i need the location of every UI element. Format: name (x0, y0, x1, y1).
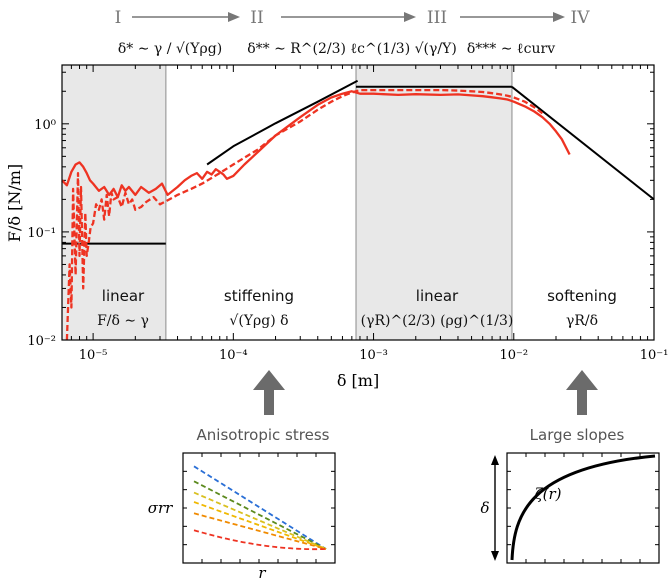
x-tick-label: 10⁻⁴ (219, 348, 248, 363)
y-tick-label: 10⁻² (27, 334, 56, 349)
stage-arrowhead-3 (553, 12, 565, 22)
up-arrow-right (566, 370, 598, 415)
region-title: linear (416, 287, 459, 305)
stress-profile-line (193, 491, 327, 550)
stress-profile-line (193, 465, 327, 550)
plot-frame (61, 64, 655, 341)
zeta-profile-curve (510, 454, 656, 561)
series-simulation (65, 88, 544, 341)
inset-right-curve-label: ζ(r) (534, 485, 561, 503)
y-axis-label: F/δ [N/m] (5, 164, 24, 242)
stage-label-3: III (427, 8, 447, 28)
main-plot: 10⁻⁵ 10⁻⁴ 10⁻³ 10⁻² 10⁻¹ 10⁻² 10⁻¹ 10⁰ linear F… (5, 64, 668, 390)
up-arrows (253, 370, 598, 415)
inset-large-slopes: Large slopes δ ζ(r) (480, 426, 660, 564)
delta-arrowhead-up (491, 455, 499, 465)
inset-anisotropic-stress: Anisotropic stress σrr r (148, 426, 336, 581)
inset-left-title: Anisotropic stress (197, 426, 330, 444)
stress-profile-line (193, 501, 327, 550)
stage-label-2: II (250, 8, 263, 28)
delta-arrowhead-down (491, 551, 499, 561)
region-formula: √(Yρg) δ (229, 313, 288, 329)
up-arrow-left (253, 370, 285, 415)
region-title: stiffening (224, 287, 294, 305)
series-experiment (61, 90, 571, 199)
x-ticks: 10⁻⁵ 10⁻⁴ 10⁻³ 10⁻² 10⁻¹ (61, 65, 668, 363)
stage-arrowhead-1 (228, 12, 240, 22)
stress-profile-line (193, 512, 327, 550)
region-formula: F/δ ∼ γ (97, 313, 149, 329)
shaded-regions (62, 65, 513, 340)
x-tick-label: 10⁻⁵ (79, 348, 108, 363)
x-axis-label: δ [m] (337, 371, 379, 390)
shaded-region (356, 65, 512, 340)
stage-arrowhead-2 (404, 12, 416, 22)
scale-delta-star-star-star: δ*** ∼ ℓcurv (467, 41, 555, 57)
x-tick-label: 10⁻¹ (640, 348, 668, 363)
stress-profile-line (193, 480, 327, 550)
stage-label-4: IV (571, 8, 591, 28)
inset-left-frame (182, 452, 336, 564)
x-tick-label: 10⁻³ (359, 348, 388, 363)
inset-right-ticks (507, 453, 659, 563)
data-series (61, 79, 655, 341)
inset-left-lines (193, 465, 327, 551)
inset-left-ylabel: σrr (148, 499, 173, 517)
scale-delta-star-star: δ** ∼ R^(2/3) ℓc^(1/3) √(γ/Y) (247, 41, 457, 57)
inset-right-ylabel: δ (480, 499, 489, 517)
y-tick-label: 10⁻¹ (27, 226, 56, 241)
x-tick-label: 10⁻² (499, 348, 528, 363)
inset-left-xlabel: r (258, 564, 266, 581)
regime-scales: δ* ∼ γ / √(Yρg) δ** ∼ R^(2/3) ℓc^(1/3) √… (118, 41, 555, 57)
regime-header: I II III IV (115, 8, 591, 28)
region-title: linear (102, 287, 145, 305)
region-formula: (γR)^(2/3) (ρg)^(1/3) (361, 313, 514, 329)
region-formula: γR/δ (566, 313, 598, 329)
series-theory-softening (511, 86, 655, 201)
y-tick-label: 10⁰ (34, 118, 56, 133)
series-theory-stiffening (206, 79, 359, 166)
inset-right-title: Large slopes (530, 426, 625, 444)
region-title: softening (547, 287, 617, 305)
inset-left-ticks (183, 453, 335, 563)
y-ticks: 10⁻² 10⁻¹ 10⁰ (27, 71, 654, 349)
stage-label-1: I (115, 8, 122, 28)
region-labels: linear F/δ ∼ γ stiffening √(Yρg) δ linear (γR… (97, 287, 617, 329)
scale-delta-star: δ* ∼ γ / √(Yρg) (118, 41, 222, 57)
